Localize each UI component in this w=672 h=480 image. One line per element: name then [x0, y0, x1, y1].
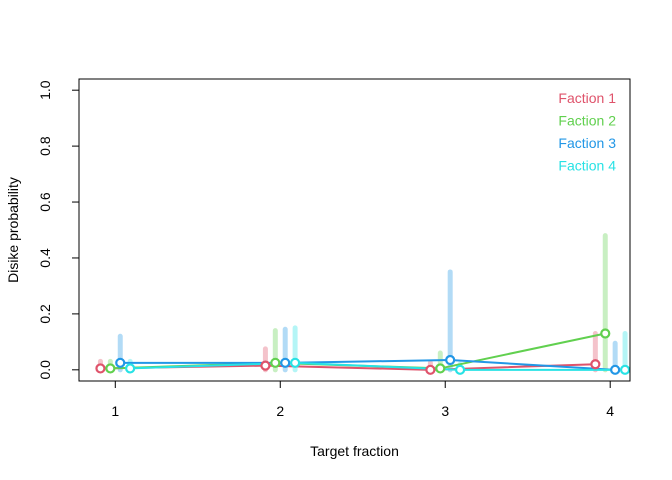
y-tick-label: 0.4 [37, 248, 53, 268]
data-point [619, 364, 631, 375]
data-point [425, 364, 436, 375]
data-point [125, 363, 136, 374]
data-point [454, 364, 466, 375]
legend-entry: Faction 2 [558, 113, 616, 129]
data-point [280, 357, 291, 368]
y-tick-label: 0.6 [37, 192, 53, 212]
y-tick-label: 0.8 [37, 136, 53, 156]
data-point [115, 357, 126, 368]
data-point [600, 328, 611, 339]
x-tick-label: 4 [606, 403, 614, 419]
y-tick-label: 0.0 [37, 360, 53, 380]
y-tick-label: 0.2 [37, 304, 53, 324]
series-line [130, 361, 626, 371]
data-point [270, 357, 281, 368]
series-points [95, 328, 631, 375]
y-axis-title: Disike probability [5, 177, 21, 283]
series-line [120, 359, 616, 371]
data-point [445, 354, 456, 366]
legend-entry: Faction 4 [558, 158, 616, 174]
legend: Faction 1 Faction 2 Faction 3 Faction 4 [558, 90, 616, 174]
x-axis: 1 2 3 4 [111, 380, 614, 419]
data-point [95, 363, 106, 374]
data-point [610, 364, 621, 375]
series-lines [100, 332, 626, 371]
x-tick-label: 3 [441, 403, 449, 419]
x-tick-label: 1 [111, 403, 119, 419]
data-point [290, 357, 301, 368]
y-axis: 0.0 0.2 0.4 0.6 0.8 1.0 [37, 80, 80, 380]
data-point [105, 363, 116, 374]
data-point [260, 360, 271, 371]
legend-entry: Faction 1 [558, 90, 616, 106]
y-tick-label: 1.0 [37, 80, 53, 100]
data-point [435, 363, 446, 374]
x-tick-label: 2 [276, 403, 284, 419]
error-bars [97, 233, 628, 373]
legend-entry: Faction 3 [558, 135, 616, 151]
data-point [590, 359, 601, 370]
plot-frame [78, 78, 631, 382]
x-axis-title: Target fraction [310, 443, 399, 459]
